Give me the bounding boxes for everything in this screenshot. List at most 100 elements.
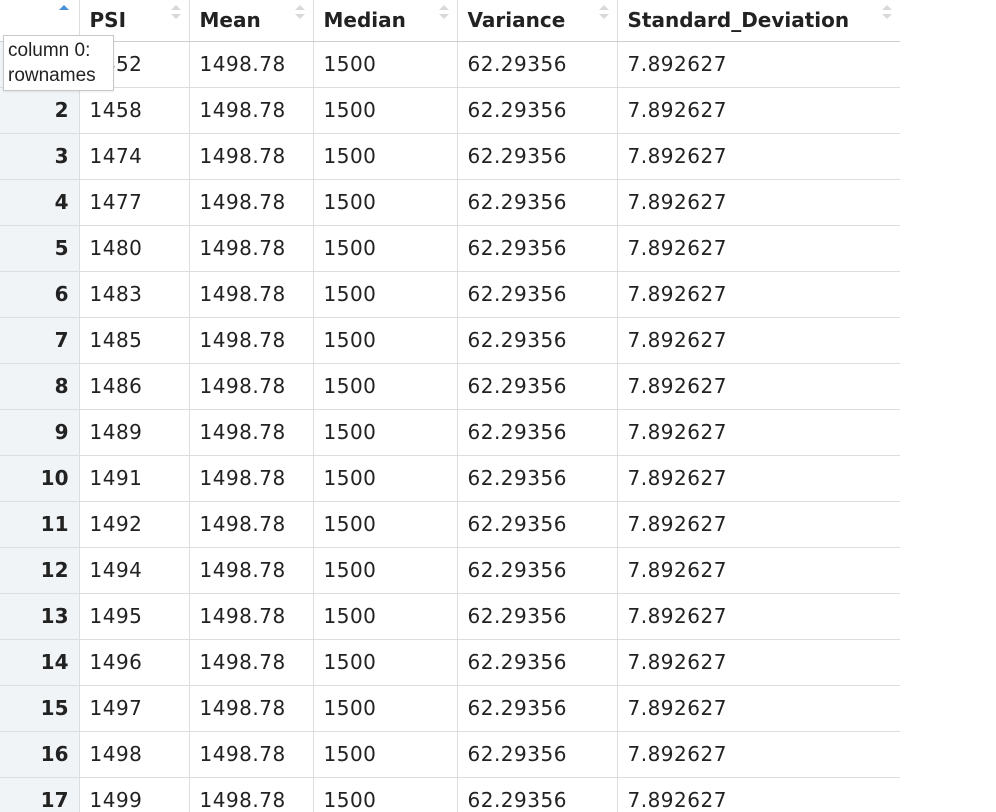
variance-cell: 62.29356 [457,363,618,410]
median-cell: 1500 [313,271,458,318]
psi-cell: 1486 [79,363,190,410]
column-header-label: PSI [89,8,127,33]
row-number-cell: 12 [0,547,80,594]
variance-cell: 62.29356 [457,547,618,594]
psi-cell: 1480 [79,225,190,272]
psi-cell: 1477 [79,179,190,226]
sort-icon [881,3,892,23]
row-number-cell: 14 [0,639,80,686]
column-header-standard-deviation[interactable]: Standard_Deviation [617,0,900,42]
standard-deviation-cell: 7.892627 [617,271,900,318]
column-header-mean[interactable]: Mean [189,0,314,42]
table-row[interactable]: 7 1485 1498.78 1500 62.29356 7.892627 [0,317,900,364]
median-cell: 1500 [313,363,458,410]
row-number-cell: 2 [0,87,80,134]
mean-cell: 1498.78 [189,685,314,732]
table-row[interactable]: 9 1489 1498.78 1500 62.29356 7.892627 [0,409,900,456]
median-cell: 1500 [313,317,458,364]
table-row[interactable]: 14 1496 1498.78 1500 62.29356 7.892627 [0,639,900,686]
median-cell: 1500 [313,133,458,180]
column-header-median[interactable]: Median [313,0,458,42]
standard-deviation-cell: 7.892627 [617,179,900,226]
standard-deviation-cell: 7.892627 [617,317,900,364]
variance-cell: 62.29356 [457,593,618,640]
variance-cell: 62.29356 [457,271,618,318]
mean-cell: 1498.78 [189,547,314,594]
row-number-cell: 3 [0,133,80,180]
psi-cell: 1483 [79,271,190,318]
psi-cell: 1496 [79,639,190,686]
row-number-cell: 5 [0,225,80,272]
table-row[interactable]: 10 1491 1498.78 1500 62.29356 7.892627 [0,455,900,502]
row-number-cell: 11 [0,501,80,548]
sort-icon [438,3,449,23]
table-row[interactable]: 16 1498 1498.78 1500 62.29356 7.892627 [0,731,900,778]
standard-deviation-cell: 7.892627 [617,547,900,594]
median-cell: 1500 [313,547,458,594]
mean-cell: 1498.78 [189,87,314,134]
column-tooltip: column 0: rownames [3,35,114,91]
table-row[interactable]: 5 1480 1498.78 1500 62.29356 7.892627 [0,225,900,272]
table-row[interactable]: 4 1477 1498.78 1500 62.29356 7.892627 [0,179,900,226]
standard-deviation-cell: 7.892627 [617,225,900,272]
column-header-label: Median [323,8,406,33]
column-header-rownames[interactable] [0,0,80,42]
psi-cell: 1497 [79,685,190,732]
column-header-variance[interactable]: Variance [457,0,618,42]
table-row[interactable]: 12 1494 1498.78 1500 62.29356 7.892627 [0,547,900,594]
standard-deviation-cell: 7.892627 [617,41,900,88]
median-cell: 1500 [313,409,458,456]
variance-cell: 62.29356 [457,501,618,548]
standard-deviation-cell: 7.892627 [617,593,900,640]
standard-deviation-cell: 7.892627 [617,731,900,778]
median-cell: 1500 [313,225,458,272]
variance-cell: 62.29356 [457,133,618,180]
table-row[interactable]: 15 1497 1498.78 1500 62.29356 7.892627 [0,685,900,732]
table-row[interactable]: 11 1492 1498.78 1500 62.29356 7.892627 [0,501,900,548]
standard-deviation-cell: 7.892627 [617,363,900,410]
psi-cell: 1485 [79,317,190,364]
mean-cell: 1498.78 [189,41,314,88]
psi-cell: 1491 [79,455,190,502]
column-header-psi[interactable]: PSI [79,0,190,42]
mean-cell: 1498.78 [189,179,314,226]
median-cell: 1500 [313,87,458,134]
table-row[interactable]: 13 1495 1498.78 1500 62.29356 7.892627 [0,593,900,640]
median-cell: 1500 [313,179,458,226]
table-row[interactable]: 8 1486 1498.78 1500 62.29356 7.892627 [0,363,900,410]
column-header-label: Variance [467,8,566,33]
standard-deviation-cell: 7.892627 [617,777,900,812]
median-cell: 1500 [313,777,458,812]
mean-cell: 1498.78 [189,593,314,640]
psi-cell: 1494 [79,547,190,594]
mean-cell: 1498.78 [189,455,314,502]
table-row[interactable]: 17 1499 1498.78 1500 62.29356 7.892627 [0,777,900,812]
mean-cell: 1498.78 [189,133,314,180]
variance-cell: 62.29356 [457,731,618,778]
table-row[interactable]: 3 1474 1498.78 1500 62.29356 7.892627 [0,133,900,180]
table-row[interactable]: 2 1458 1498.78 1500 62.29356 7.892627 [0,87,900,134]
standard-deviation-cell: 7.892627 [617,409,900,456]
mean-cell: 1498.78 [189,501,314,548]
mean-cell: 1498.78 [189,225,314,272]
table-body: 114521498.78150062.293567.89262721458149… [0,41,900,812]
column-header-label: Standard_Deviation [627,8,850,33]
median-cell: 1500 [313,593,458,640]
standard-deviation-cell: 7.892627 [617,685,900,732]
standard-deviation-cell: 7.892627 [617,639,900,686]
variance-cell: 62.29356 [457,179,618,226]
data-viewer: PSI Mean Median Variance Standard_Deviat… [0,0,900,812]
standard-deviation-cell: 7.892627 [617,455,900,502]
median-cell: 1500 [313,685,458,732]
psi-cell: 1498 [79,731,190,778]
mean-cell: 1498.78 [189,317,314,364]
psi-cell: 1489 [79,409,190,456]
median-cell: 1500 [313,455,458,502]
mean-cell: 1498.78 [189,271,314,318]
variance-cell: 62.29356 [457,639,618,686]
variance-cell: 62.29356 [457,87,618,134]
table-row[interactable]: 6 1483 1498.78 1500 62.29356 7.892627 [0,271,900,318]
column-header-label: Mean [199,8,261,33]
row-number-cell: 13 [0,593,80,640]
